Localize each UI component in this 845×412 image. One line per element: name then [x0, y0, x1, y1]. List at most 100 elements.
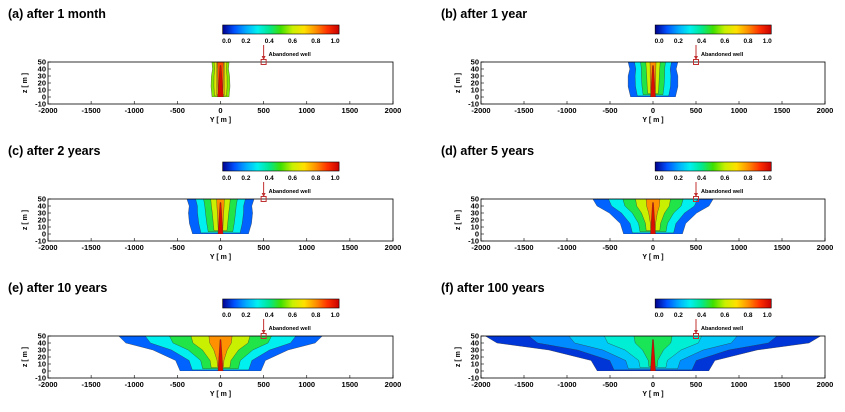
colorbar-tick-label: 0.0 — [222, 38, 231, 45]
well-arrow-head — [261, 193, 266, 197]
colorbar-tick-label: 0.4 — [265, 38, 274, 45]
x-tick-label: 1000 — [731, 243, 748, 252]
y-axis-label: z [ m ] — [455, 73, 462, 93]
panel-title: (b) after 1 year — [441, 7, 527, 21]
colorbar-tick-label: 0.6 — [288, 175, 297, 182]
x-tick-label: -1500 — [82, 380, 101, 389]
y-tick-label: 10 — [471, 86, 479, 95]
panel-title: (e) after 10 years — [8, 281, 107, 295]
colorbar-tick-label: 0.0 — [222, 312, 231, 319]
well-label: Abandoned well — [269, 326, 312, 332]
panel-title: (c) after 2 years — [8, 144, 100, 158]
y-tick-label: 10 — [38, 360, 46, 369]
y-tick-label: 20 — [471, 353, 479, 362]
x-tick-label: -2000 — [471, 106, 490, 115]
colorbar-tick-label: 0.6 — [720, 175, 729, 182]
y-tick-label: 30 — [471, 72, 479, 81]
x-axis-label: Y [ m ] — [642, 254, 663, 261]
y-tick-label: -10 — [468, 237, 479, 246]
x-tick-label: 2000 — [817, 380, 834, 389]
y-tick-label: -10 — [35, 100, 46, 109]
y-tick-label: 40 — [471, 202, 479, 211]
well-label: Abandoned well — [701, 326, 744, 332]
x-tick-label: 0 — [218, 243, 222, 252]
y-tick-label: 50 — [471, 195, 479, 204]
colorbar-tick-label: 0.8 — [311, 175, 320, 182]
colorbar-tick-label: 0.8 — [744, 312, 753, 319]
x-tick-label: 2000 — [817, 106, 834, 115]
x-tick-label: 1500 — [774, 380, 791, 389]
x-tick-label: -500 — [602, 380, 617, 389]
well-marker — [260, 333, 267, 339]
x-tick-label: -1000 — [557, 380, 576, 389]
colorbar-tick-label: 0.6 — [720, 312, 729, 319]
x-tick-label: 1000 — [731, 380, 748, 389]
well-marker — [260, 196, 267, 202]
y-tick-label: 50 — [38, 58, 46, 67]
lower-domain — [481, 97, 825, 104]
x-tick-label: 1000 — [731, 106, 748, 115]
x-tick-label: 500 — [690, 106, 703, 115]
x-tick-label: 1500 — [774, 106, 791, 115]
y-tick-label: 10 — [471, 360, 479, 369]
x-tick-label: -1500 — [514, 243, 533, 252]
plume-group — [481, 336, 825, 378]
x-tick-label: -2000 — [38, 380, 57, 389]
x-tick-label: -500 — [602, 243, 617, 252]
well-arrow-head — [694, 56, 698, 60]
well-arrow-head — [261, 330, 266, 334]
colorbar-tick-label: 0.8 — [311, 312, 320, 319]
x-axis-label: Y [ m ] — [210, 117, 231, 124]
lower-domain — [481, 371, 825, 378]
x-tick-label: -1500 — [82, 106, 101, 115]
x-tick-label: 0 — [218, 106, 222, 115]
panel-title: (a) after 1 month — [8, 7, 106, 21]
y-tick-label: 0 — [42, 93, 46, 102]
y-tick-label: -10 — [35, 237, 46, 246]
x-axis-label: Y [ m ] — [210, 391, 231, 398]
x-tick-label: 1500 — [342, 243, 359, 252]
colorbar-tick-label: 1.0 — [763, 38, 772, 45]
colorbar-tick-label: 0.0 — [655, 175, 664, 182]
y-tick-label: 40 — [38, 339, 46, 348]
y-tick-label: 50 — [38, 195, 46, 204]
well-marker — [693, 59, 699, 65]
x-tick-label: 1500 — [774, 243, 791, 252]
x-tick-label: -500 — [170, 243, 185, 252]
colorbar-tick-label: 0.8 — [744, 38, 753, 45]
colorbar — [222, 161, 340, 172]
plume-group — [481, 199, 825, 241]
x-tick-label: -1000 — [557, 243, 576, 252]
y-tick-label: 30 — [38, 209, 46, 218]
y-tick-label: 50 — [38, 332, 46, 341]
y-tick-label: 10 — [471, 223, 479, 232]
y-tick-label: 50 — [471, 332, 479, 341]
colorbar-tick-label: 0.6 — [288, 38, 297, 45]
lower-domain — [48, 97, 393, 104]
colorbar-tick-label: 0.8 — [744, 175, 753, 182]
well-marker — [260, 59, 267, 65]
x-tick-label: 500 — [257, 380, 270, 389]
y-tick-label: 30 — [471, 346, 479, 355]
x-tick-label: 2000 — [385, 106, 402, 115]
x-tick-label: -2000 — [38, 243, 57, 252]
colorbar-tick-label: 0.6 — [720, 38, 729, 45]
y-tick-label: 20 — [38, 79, 46, 88]
y-axis-label: z [ m ] — [455, 210, 462, 230]
y-tick-label: 20 — [38, 216, 46, 225]
y-axis-label: z [ m ] — [22, 210, 29, 230]
colorbar-tick-label: 0.2 — [674, 175, 683, 182]
colorbar-tick-label: 0.2 — [241, 312, 250, 319]
x-tick-label: 1000 — [298, 243, 315, 252]
x-tick-label: 500 — [257, 106, 270, 115]
panel-title: (f) after 100 years — [441, 281, 545, 295]
colorbar-tick-label: 0.2 — [674, 38, 683, 45]
x-tick-label: 1500 — [342, 380, 359, 389]
x-tick-label: 0 — [651, 243, 655, 252]
y-tick-label: 20 — [471, 216, 479, 225]
colorbar-tick-label: 0.2 — [674, 312, 683, 319]
